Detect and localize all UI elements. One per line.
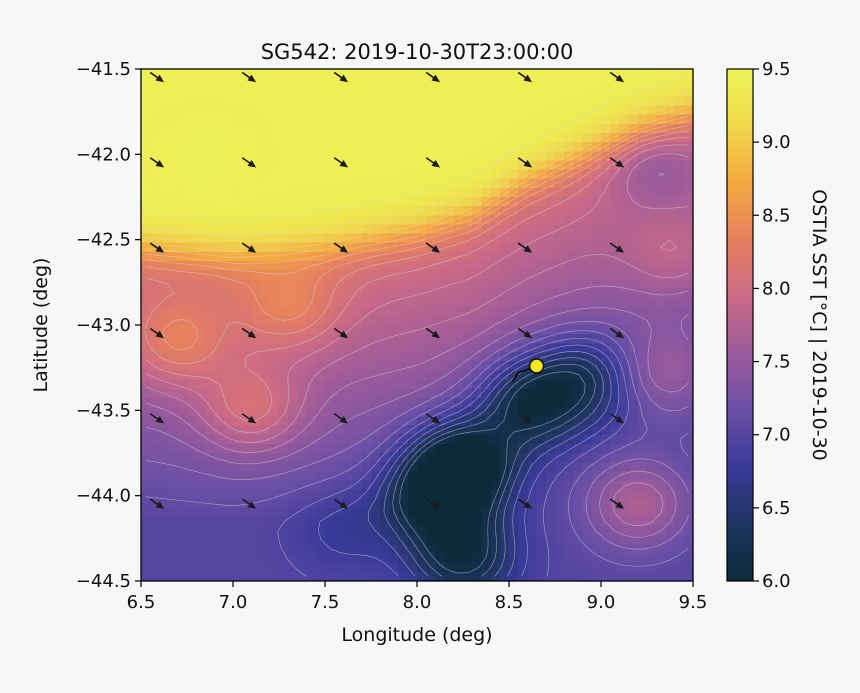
colorbar-tick-label: 6.0 xyxy=(762,571,791,592)
contour-line xyxy=(277,337,629,577)
velocity-arrow xyxy=(609,327,625,339)
velocity-arrow xyxy=(425,498,441,509)
colorbar-gradient xyxy=(727,69,753,581)
contour-line xyxy=(145,100,689,246)
velocity-arrow xyxy=(333,413,349,424)
colorbar-tick-label: 9.5 xyxy=(762,59,791,80)
y-tick-label: −41.5 xyxy=(76,59,131,80)
contour-line xyxy=(145,106,689,252)
y-tick-label: −42.5 xyxy=(76,230,131,251)
velocity-arrow xyxy=(517,498,533,509)
x-tick-label: 8.5 xyxy=(495,592,524,613)
contour-line xyxy=(145,136,689,422)
velocity-arrow xyxy=(517,327,533,339)
glider-track-layer xyxy=(511,358,545,382)
colorbar-tick-label: 8.5 xyxy=(762,205,791,226)
y-tick-label: −43.5 xyxy=(76,400,131,421)
x-tick-label: 7.5 xyxy=(311,592,340,613)
contour-line xyxy=(145,130,689,365)
velocity-arrow xyxy=(149,157,165,168)
velocity-arrow xyxy=(241,498,257,509)
velocity-arrow xyxy=(241,327,257,339)
x-tick-label: 6.5 xyxy=(127,592,156,613)
velocity-arrow xyxy=(149,498,165,509)
chart-title: SG542: 2019-10-30T23:00:00 xyxy=(261,40,574,64)
velocity-arrow xyxy=(425,157,441,168)
contour-line xyxy=(145,125,689,351)
velocity-arrow xyxy=(241,71,257,83)
contour-line xyxy=(145,144,689,433)
velocity-arrow xyxy=(333,157,349,168)
velocity-arrow xyxy=(241,413,257,424)
colorbar-tick-label: 7.0 xyxy=(762,425,791,446)
contour-line xyxy=(367,351,612,577)
velocity-arrows xyxy=(149,71,625,509)
y-tick-label: −44.0 xyxy=(76,486,131,507)
x-axis-ticks: 6.5 7.0 7.5 8.0 8.5 9.0 9.5 xyxy=(127,581,708,613)
colorbar: 6.0 6.5 7.0 7.5 8.0 8.5 9.0 9.5 OSTIA SST [°C] … xyxy=(726,59,830,592)
contour-line xyxy=(145,120,689,275)
sst-contours xyxy=(145,74,689,577)
x-tick-label: 7.0 xyxy=(219,592,248,613)
y-tick-label: −44.5 xyxy=(76,571,131,592)
velocity-arrow xyxy=(609,498,625,509)
contour-line xyxy=(399,371,586,574)
velocity-arrow xyxy=(149,413,165,424)
contour-line xyxy=(145,320,689,550)
velocity-arrow xyxy=(425,242,441,253)
colorbar-tick-label: 8.0 xyxy=(762,278,791,299)
contour-line xyxy=(145,111,689,258)
y-axis-label: Latitude (deg) xyxy=(30,258,52,393)
velocity-arrow xyxy=(609,413,625,424)
contour-line xyxy=(145,307,689,538)
velocity-arrow xyxy=(425,413,441,424)
plot-area xyxy=(140,68,694,582)
velocity-arrow xyxy=(609,71,625,83)
velocity-arrow xyxy=(517,413,533,424)
velocity-arrow xyxy=(333,327,349,339)
colorbar-label: OSTIA SST [°C] | 2019-10-30 xyxy=(808,189,830,461)
velocity-arrow xyxy=(517,157,533,168)
colorbar-frame xyxy=(726,68,754,582)
velocity-arrow xyxy=(609,157,625,168)
velocity-arrow xyxy=(425,71,441,83)
velocity-arrow xyxy=(609,242,625,253)
velocity-arrow xyxy=(333,242,349,253)
velocity-arrow xyxy=(149,327,165,339)
contour-line xyxy=(145,173,689,526)
contour-line xyxy=(392,363,596,577)
contour-line xyxy=(145,74,689,221)
contour-line xyxy=(145,115,689,264)
velocity-arrow xyxy=(149,242,165,253)
velocity-arrow xyxy=(517,71,533,83)
y-tick-label: −43.0 xyxy=(76,315,131,336)
x-tick-label: 9.0 xyxy=(587,592,616,613)
x-tick-label: 8.0 xyxy=(403,592,432,613)
velocity-arrow xyxy=(517,242,533,253)
colorbar-tick-label: 9.0 xyxy=(762,132,791,153)
colorbar-tick-label: 6.5 xyxy=(762,498,791,519)
velocity-arrow xyxy=(241,242,257,253)
contour-line xyxy=(145,153,689,443)
colorbar-tick-label: 7.5 xyxy=(762,352,791,373)
x-axis-label: Longitude (deg) xyxy=(341,624,492,646)
velocity-arrow xyxy=(425,327,441,339)
y-tick-label: −42.0 xyxy=(76,144,131,165)
glider-position-marker xyxy=(528,358,545,374)
velocity-arrow xyxy=(333,498,349,509)
contour-line xyxy=(145,330,689,567)
velocity-arrow xyxy=(149,71,165,83)
x-tick-label: 9.5 xyxy=(679,592,708,613)
y-axis-ticks: −41.5 −42.0 −42.5 −43.0 −43.5 −44.0 −44.5 xyxy=(76,59,141,592)
velocity-arrow xyxy=(241,157,257,168)
colorbar-ticks: 6.0 6.5 7.0 7.5 8.0 8.5 9.0 9.5 xyxy=(753,59,791,592)
contour-line xyxy=(317,344,620,577)
velocity-arrow xyxy=(333,71,349,83)
